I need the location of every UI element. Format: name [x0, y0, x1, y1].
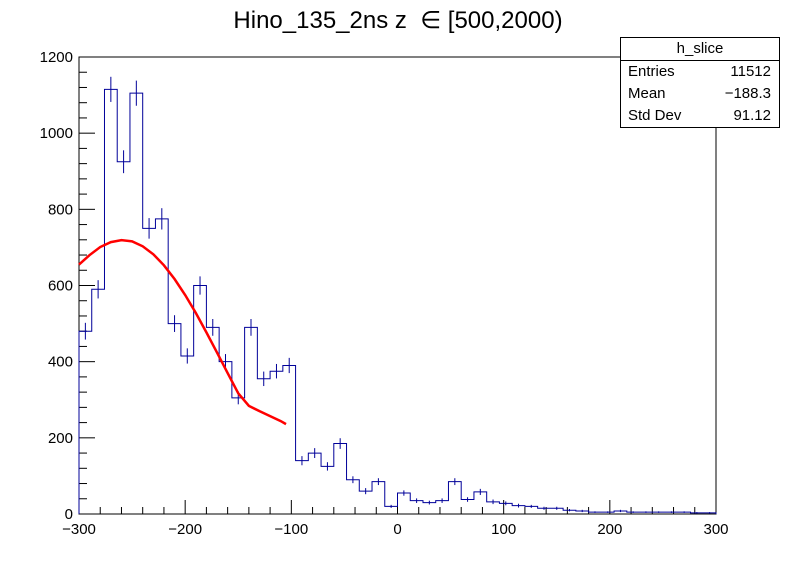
x-tick-label: 300: [703, 521, 728, 538]
stats-value: 11512: [730, 63, 771, 80]
x-tick-label: 0: [393, 521, 401, 538]
stats-row-mean: Mean −188.3: [621, 83, 779, 105]
y-tick-label: 400: [48, 354, 73, 371]
y-tick-label: 600: [48, 278, 73, 295]
y-tick-label: 1000: [40, 125, 73, 142]
stats-value: 91.12: [733, 107, 771, 124]
stats-label: Mean: [628, 85, 666, 102]
x-tick-label: −100: [274, 521, 308, 538]
y-tick-label: 0: [65, 506, 73, 523]
fit-curve: [78, 238, 287, 426]
y-tick-label: 800: [48, 201, 73, 218]
y-tick-label: 200: [48, 430, 73, 447]
stats-label: Entries: [628, 63, 675, 80]
x-tick-label: −300: [62, 521, 96, 538]
chart-title: Hino_135_2ns z ∈ [500,2000): [233, 7, 563, 34]
x-tick-label: −200: [168, 521, 202, 538]
x-tick-label: 100: [491, 521, 516, 538]
stats-label: Std Dev: [628, 107, 682, 124]
y-tick-label: 1200: [40, 49, 73, 66]
stats-value: −188.3: [724, 85, 771, 102]
stats-box-name: h_slice: [621, 38, 779, 61]
stats-row-entries: Entries 11512: [621, 61, 779, 83]
stats-row-stddev: Std Dev 91.12: [621, 105, 779, 127]
stats-box: h_slice Entries 11512 Mean −188.3 Std De…: [620, 37, 780, 128]
x-tick-label: 200: [597, 521, 622, 538]
histogram-outline: [78, 88, 717, 514]
